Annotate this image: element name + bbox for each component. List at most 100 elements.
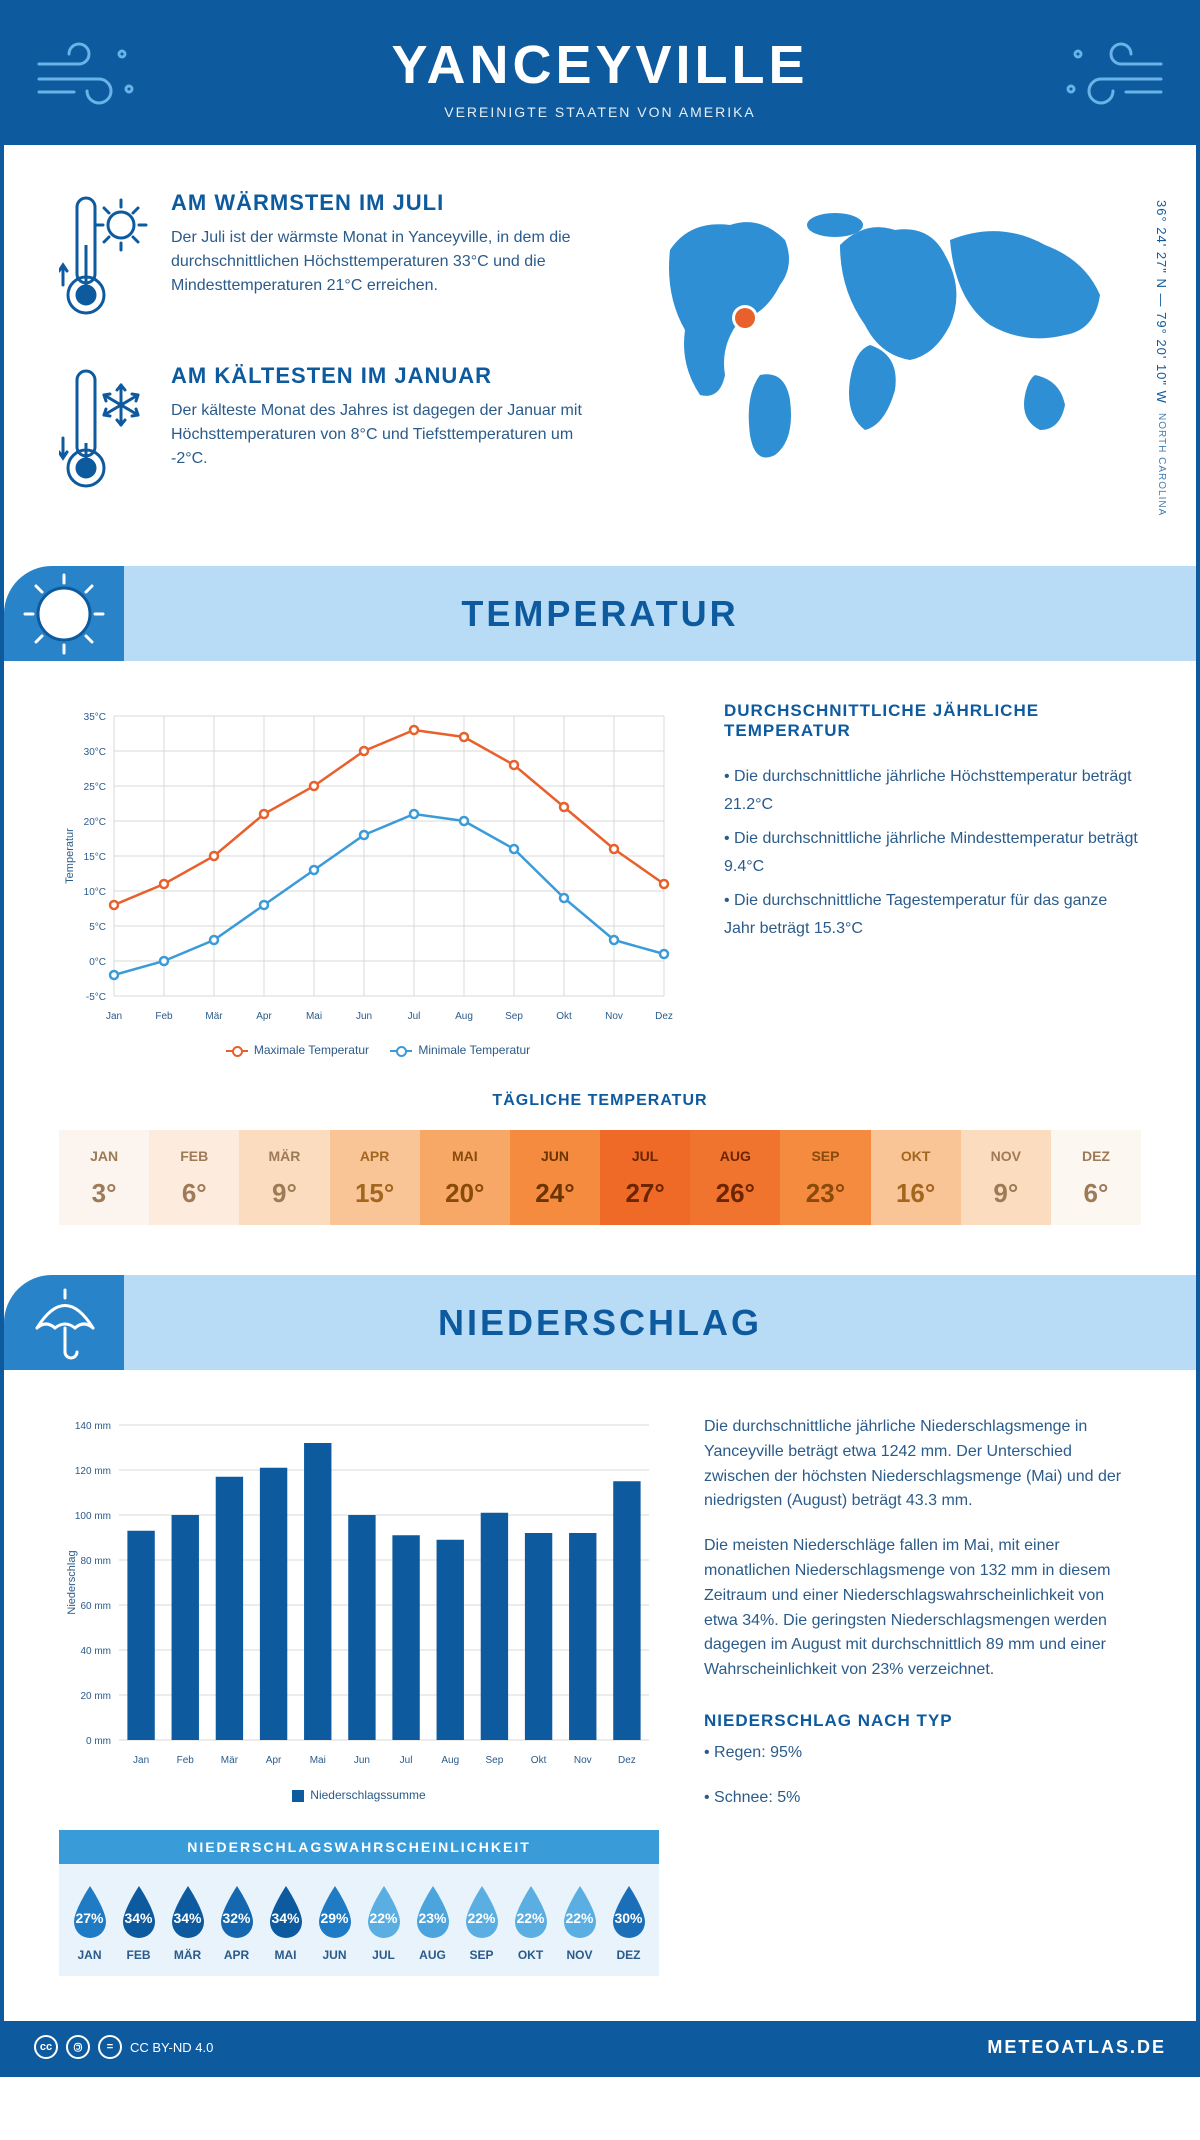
svg-text:Jun: Jun — [356, 1011, 372, 1022]
svg-text:35°C: 35°C — [84, 712, 106, 723]
temperature-title: TEMPERATUR — [461, 593, 738, 635]
svg-text:Feb: Feb — [177, 1755, 195, 1766]
fact-coldest: AM KÄLTESTEN IM JANUAR Der kälteste Mona… — [59, 363, 610, 498]
daily-temp-title: TÄGLICHE TEMPERATUR — [4, 1092, 1196, 1110]
svg-text:120 mm: 120 mm — [75, 1466, 111, 1477]
svg-text:Jun: Jun — [354, 1755, 370, 1766]
daily-temp-cell: MÄR9° — [239, 1130, 329, 1225]
daily-temp-cell: JAN3° — [59, 1130, 149, 1225]
precip-legend: Niederschlagssumme — [59, 1788, 659, 1802]
svg-text:Apr: Apr — [256, 1011, 272, 1022]
fact-warm-body: Der Juli ist der wärmste Monat in Yancey… — [171, 226, 610, 298]
daily-temp-cell: AUG26° — [690, 1130, 780, 1225]
footer: cc 🄯 = CC BY-ND 4.0 METEOATLAS.DE — [4, 2021, 1196, 2073]
fact-warm-title: AM WÄRMSTEN IM JULI — [171, 190, 610, 216]
svg-text:Apr: Apr — [266, 1755, 282, 1766]
temperature-legend: Maximale Temperatur Minimale Temperatur — [59, 1043, 679, 1057]
temperature-line-chart: -5°C 0°C 5°C 10°C 15°C 20°C 25°C 30°C 35°C Jan Feb… — [59, 701, 679, 1057]
fact-cold-title: AM KÄLTESTEN IM JANUAR — [171, 363, 610, 389]
daily-temp-cell: JUL27° — [600, 1130, 690, 1225]
svg-text:Mär: Mär — [205, 1011, 223, 1022]
svg-text:100 mm: 100 mm — [75, 1511, 111, 1522]
svg-text:Dez: Dez — [655, 1011, 673, 1022]
daily-temp-strip: JAN3°FEB6°MÄR9°APR15°MAI20°JUN24°JUL27°A… — [59, 1130, 1141, 1225]
daily-temp-cell: NOV9° — [961, 1130, 1051, 1225]
precip-bar-chart: 0 mm 20 mm 40 mm 60 mm 80 mm 100 mm 120 mm 140 … — [59, 1415, 659, 1780]
precip-section-header: NIEDERSCHLAG — [4, 1275, 1196, 1370]
precip-prob-cell: 22%NOV — [555, 1882, 604, 1962]
precip-prob-cell: 22%OKT — [506, 1882, 555, 1962]
by-icon: 🄯 — [66, 2035, 90, 2059]
svg-text:Nov: Nov — [605, 1011, 623, 1022]
precip-prob-cell: 29%JUN — [310, 1882, 359, 1962]
cc-icon: cc — [34, 2035, 58, 2059]
intro-section: AM WÄRMSTEN IM JULI Der Juli ist der wär… — [4, 145, 1196, 566]
svg-text:40 mm: 40 mm — [80, 1646, 111, 1657]
precip-title: NIEDERSCHLAG — [438, 1302, 762, 1344]
svg-text:Dez: Dez — [618, 1755, 636, 1766]
thermometer-hot-icon — [59, 190, 149, 325]
svg-text:Okt: Okt — [556, 1011, 572, 1022]
svg-text:20 mm: 20 mm — [80, 1691, 111, 1702]
svg-text:5°C: 5°C — [89, 922, 106, 933]
svg-text:-5°C: -5°C — [86, 992, 106, 1003]
svg-text:30°C: 30°C — [84, 747, 106, 758]
precip-prob-cell: 34%MÄR — [163, 1882, 212, 1962]
svg-text:Mai: Mai — [306, 1011, 322, 1022]
fact-warmest: AM WÄRMSTEN IM JULI Der Juli ist der wär… — [59, 190, 610, 325]
svg-text:Jul: Jul — [400, 1755, 413, 1766]
umbrella-icon — [4, 1275, 124, 1370]
thermometer-cold-icon — [59, 363, 149, 498]
svg-text:Sep: Sep — [505, 1011, 523, 1022]
daily-temp-cell: SEP23° — [780, 1130, 870, 1225]
svg-text:Niederschlag: Niederschlag — [66, 1550, 78, 1614]
svg-text:Nov: Nov — [574, 1755, 592, 1766]
precip-prob-strip: 27%JAN34%FEB34%MÄR32%APR34%MAI29%JUN22%J… — [59, 1864, 659, 1976]
precip-prob-cell: 34%FEB — [114, 1882, 163, 1962]
svg-text:Feb: Feb — [155, 1011, 173, 1022]
precip-prob-cell: 34%MAI — [261, 1882, 310, 1962]
temperature-section-header: TEMPERATUR — [4, 566, 1196, 661]
nd-icon: = — [98, 2035, 122, 2059]
precip-prob-title: NIEDERSCHLAGSWAHRSCHEINLICHKEIT — [59, 1830, 659, 1864]
license: cc 🄯 = CC BY-ND 4.0 — [34, 2035, 213, 2059]
svg-text:Jul: Jul — [408, 1011, 421, 1022]
temperature-summary: DURCHSCHNITTLICHE JÄHRLICHE TEMPERATUR •… — [724, 701, 1141, 1057]
svg-text:Okt: Okt — [531, 1755, 547, 1766]
svg-text:Temperatur: Temperatur — [64, 828, 76, 884]
svg-text:0 mm: 0 mm — [86, 1736, 111, 1747]
precip-prob-cell: 32%APR — [212, 1882, 261, 1962]
daily-temp-cell: DEZ6° — [1051, 1130, 1141, 1225]
precip-prob-cell: 27%JAN — [65, 1882, 114, 1962]
svg-text:20°C: 20°C — [84, 817, 106, 828]
coordinates: 36° 24' 27" N — 79° 20' 10" W NORTH CARO… — [1154, 200, 1169, 516]
svg-text:140 mm: 140 mm — [75, 1421, 111, 1432]
svg-text:Mai: Mai — [310, 1755, 326, 1766]
svg-text:15°C: 15°C — [84, 852, 106, 863]
svg-text:60 mm: 60 mm — [80, 1601, 111, 1612]
svg-text:Jan: Jan — [133, 1755, 149, 1766]
svg-text:0°C: 0°C — [89, 957, 106, 968]
daily-temp-cell: FEB6° — [149, 1130, 239, 1225]
svg-text:Mär: Mär — [221, 1755, 239, 1766]
svg-text:80 mm: 80 mm — [80, 1556, 111, 1567]
precip-summary: Die durchschnittliche jährliche Niedersc… — [704, 1415, 1141, 1976]
daily-temp-cell: APR15° — [330, 1130, 420, 1225]
brand: METEOATLAS.DE — [987, 2037, 1166, 2058]
page-title: YANCEYVILLE — [24, 34, 1176, 96]
daily-temp-cell: MAI20° — [420, 1130, 510, 1225]
svg-text:Aug: Aug — [455, 1011, 473, 1022]
precip-prob-cell: 23%AUG — [408, 1882, 457, 1962]
page-subtitle: VEREINIGTE STAATEN VON AMERIKA — [24, 104, 1176, 120]
precip-prob-cell: 22%JUL — [359, 1882, 408, 1962]
svg-text:10°C: 10°C — [84, 887, 106, 898]
precip-prob-cell: 30%DEZ — [604, 1882, 653, 1962]
fact-cold-body: Der kälteste Monat des Jahres ist dagege… — [171, 399, 610, 471]
daily-temp-cell: JUN24° — [510, 1130, 600, 1225]
sun-icon — [4, 566, 124, 661]
daily-temp-cell: OKT16° — [871, 1130, 961, 1225]
svg-text:Jan: Jan — [106, 1011, 122, 1022]
svg-text:Sep: Sep — [486, 1755, 504, 1766]
svg-text:25°C: 25°C — [84, 782, 106, 793]
header: YANCEYVILLE VEREINIGTE STAATEN VON AMERI… — [4, 4, 1196, 145]
